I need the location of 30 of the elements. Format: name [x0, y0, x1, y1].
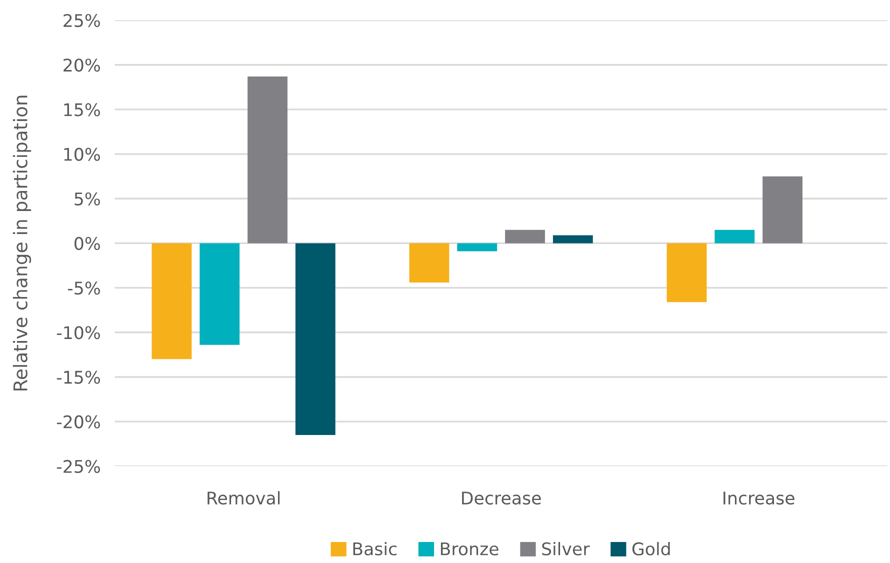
y-tick-label: 25% — [64, 14, 100, 28]
legend-label: Bronze — [440, 542, 498, 556]
y-tick-label: -15% — [56, 370, 100, 384]
bar — [505, 230, 545, 244]
bar — [762, 176, 802, 244]
y-tick-label: 20% — [64, 58, 100, 72]
y-tick-label: -25% — [56, 460, 100, 474]
y-tick-label: 10% — [64, 148, 100, 161]
y-tick-label: -10% — [56, 326, 100, 340]
x-tick-label: Decrease — [462, 492, 541, 505]
bar — [295, 243, 336, 435]
y-tick-label: 0% — [74, 236, 100, 250]
bar — [714, 230, 755, 244]
bar — [552, 235, 593, 244]
y-tick-label: -20% — [56, 415, 100, 428]
bar — [457, 243, 498, 252]
bar — [200, 243, 240, 345]
x-tick-label: Increase — [724, 492, 794, 505]
bar — [248, 76, 288, 244]
bar — [666, 243, 707, 302]
x-tick-label: Removal — [208, 491, 280, 505]
y-tick-label: 15% — [64, 103, 100, 116]
bar — [409, 243, 450, 282]
y-axis-title: Relative change in participation — [12, 96, 32, 390]
legend-label: Silver — [542, 542, 590, 556]
legend-label: Basic — [353, 542, 397, 556]
legend-label: Gold — [632, 542, 670, 556]
y-tick-label: 5% — [74, 192, 100, 206]
bar — [152, 243, 192, 360]
y-tick-label: -5% — [68, 282, 100, 295]
